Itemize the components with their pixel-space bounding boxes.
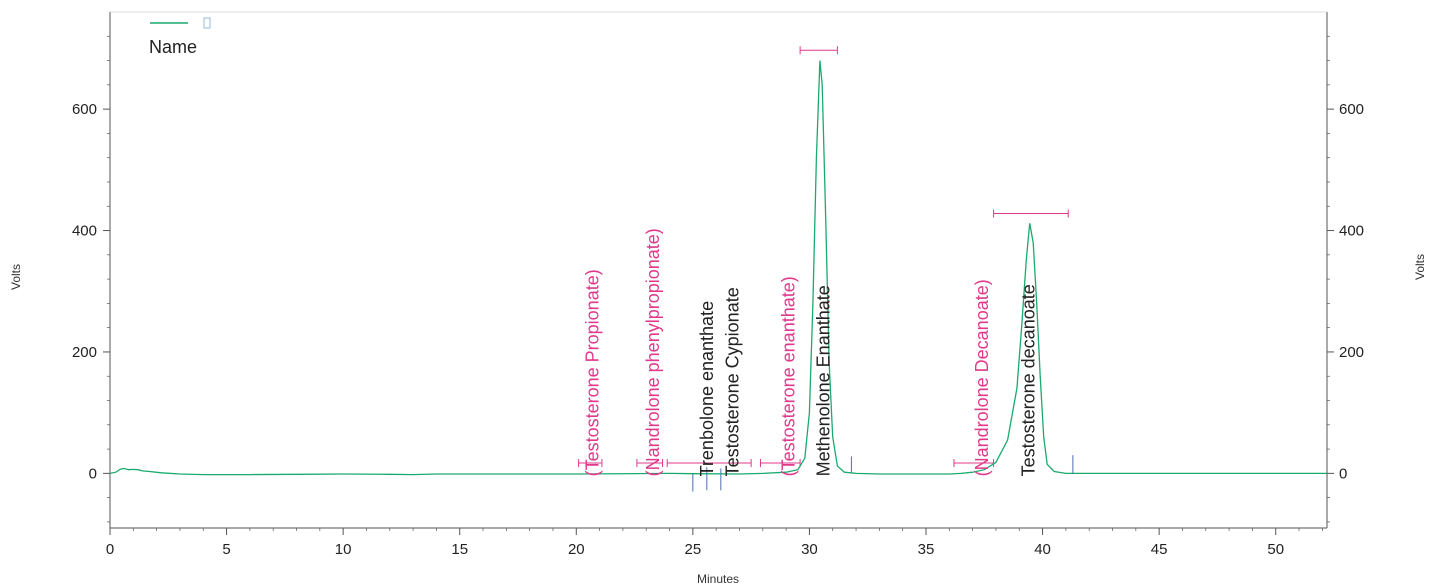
baseline-markers: [692, 455, 1074, 492]
y-tick-label-left: 600: [72, 101, 97, 118]
x-tick-label: 10: [335, 541, 352, 558]
y-axis-title-left: Volts: [9, 264, 23, 290]
x-tick-label: 0: [106, 541, 114, 558]
x-axis-title: Minutes: [697, 572, 739, 586]
axes: [109, 11, 1328, 529]
x-tick-label: 25: [685, 541, 702, 558]
peak-label: (Testosterone enanthate): [778, 276, 798, 476]
y-tick-label-right: 600: [1339, 101, 1364, 118]
ticks: 0 5 10 15 20 25 30 35 40 45 50 0 0 200 200 400 400 600 600: [72, 35, 1364, 558]
peak-label: Testosterone Cypionate: [723, 287, 743, 476]
peak-label: (Nandrolone phenylpropionate): [643, 228, 663, 476]
peak-label: (Nandrolone Decanoate): [972, 279, 992, 476]
y-tick-label-left: 400: [72, 223, 97, 240]
peak-labels: (Testosterone Propionate) (Nandrolone phe…: [583, 228, 1039, 476]
x-tick-label: 30: [801, 541, 818, 558]
x-tick-label: 20: [568, 541, 585, 558]
x-tick-label: 35: [918, 541, 935, 558]
peak-label: (Testosterone Propionate): [583, 269, 603, 476]
x-tick-label: 40: [1034, 541, 1051, 558]
y-tick-label-right: 0: [1339, 465, 1347, 482]
y-tick-label-right: 200: [1339, 344, 1364, 361]
legend-box-icon: [203, 17, 211, 29]
peak-label: Testosterone decanoate: [1019, 284, 1039, 476]
legend-label: Name: [149, 37, 197, 57]
y-tick-label-left: 200: [72, 344, 97, 361]
peak-label: Methenolone Enanthate: [813, 285, 833, 476]
x-tick-label: 50: [1267, 541, 1284, 558]
x-tick-label: 45: [1151, 541, 1168, 558]
y-axis-title-right: Volts: [1413, 254, 1427, 280]
x-tick-label: 15: [451, 541, 468, 558]
trace: [109, 60, 1327, 476]
expected-windows: [578, 46, 1069, 468]
y-tick-label-right: 400: [1339, 223, 1364, 240]
x-tick-label: 5: [222, 541, 230, 558]
legend: Name: [149, 17, 211, 57]
series-line: [109, 60, 1327, 476]
peak-label: Trenbolone enanthate: [697, 301, 717, 476]
y-tick-label-left: 0: [89, 465, 97, 482]
